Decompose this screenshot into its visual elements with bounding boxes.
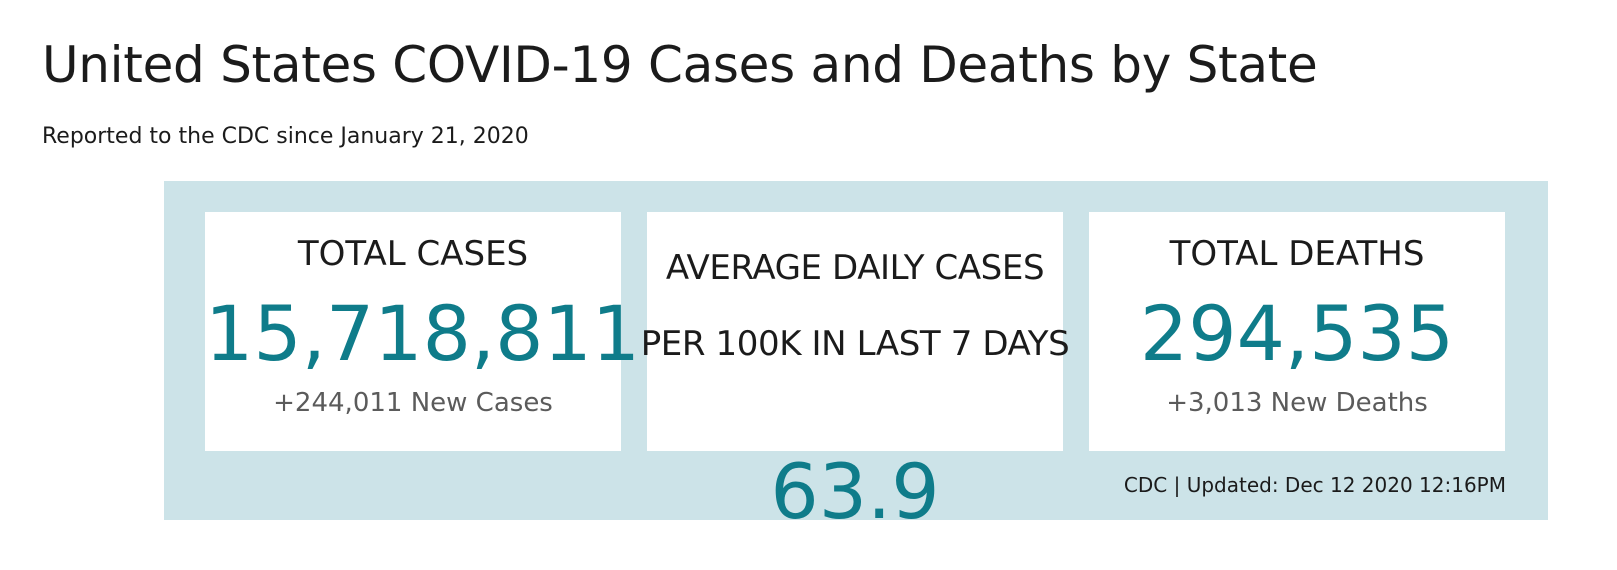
- avg-daily-cases-card: AVERAGE DAILY CASES PER 100K IN LAST 7 D…: [641, 212, 1070, 534]
- new-cases-text: +244,011 New Cases: [273, 388, 553, 418]
- total-cases-card: TOTAL CASES 15,718,811 +244,011 New Case…: [205, 212, 641, 451]
- avg-daily-cases-card-background: [647, 212, 1063, 451]
- total-deaths-card: TOTAL DEATHS 294,535 +3,013 New Deaths: [1089, 212, 1505, 451]
- avg-daily-cases-value: 63.9: [770, 447, 940, 536]
- total-cases-label: TOTAL CASES: [297, 234, 529, 274]
- page-subtitle: Reported to the CDC since January 21, 20…: [42, 124, 529, 149]
- total-cases-value: 15,718,811: [205, 289, 641, 378]
- stats-panel: TOTAL CASES 15,718,811 +244,011 New Case…: [164, 181, 1548, 534]
- updated-timestamp: CDC | Updated: Dec 12 2020 12:16PM: [1123, 473, 1506, 497]
- new-deaths-text: +3,013 New Deaths: [1166, 388, 1428, 418]
- total-deaths-value: 294,535: [1139, 289, 1455, 378]
- total-deaths-label: TOTAL DEATHS: [1169, 234, 1425, 274]
- page-title: United States COVID-19 Cases and Deaths …: [42, 36, 1318, 94]
- avg-daily-cases-label: AVERAGE DAILY CASES PER 100K IN LAST 7 D…: [640, 248, 1070, 364]
